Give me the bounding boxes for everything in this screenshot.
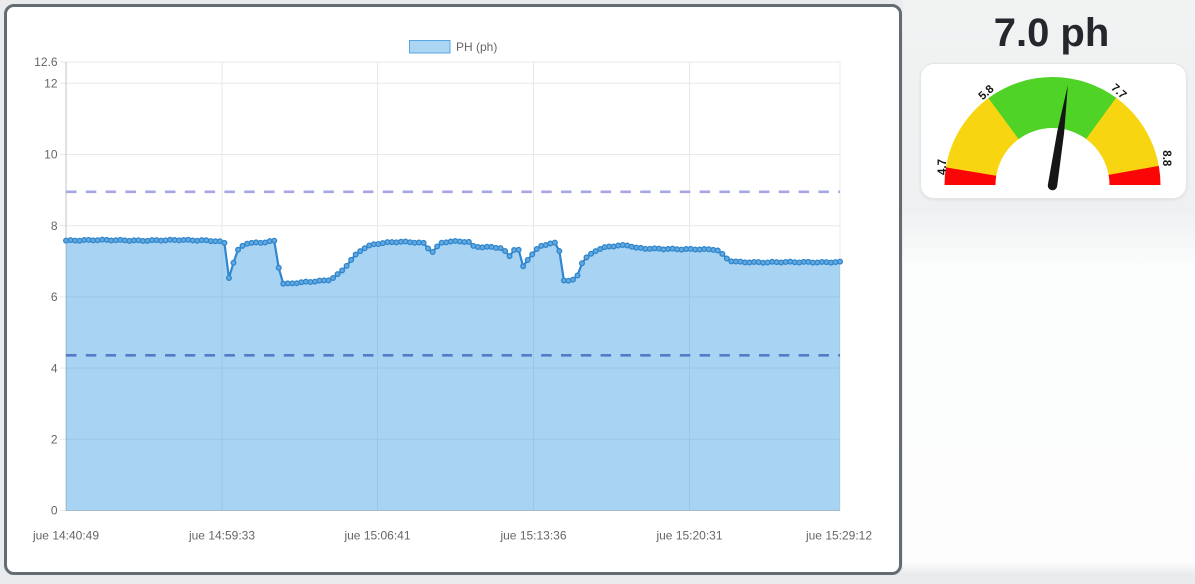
svg-text:4.7: 4.7	[937, 159, 949, 175]
svg-text:4: 4	[51, 361, 58, 375]
svg-text:jue 14:40:49: jue 14:40:49	[32, 529, 99, 543]
svg-text:2: 2	[51, 433, 58, 447]
svg-text:8: 8	[51, 219, 58, 233]
svg-text:0: 0	[51, 504, 58, 518]
svg-text:jue 14:59:33: jue 14:59:33	[188, 529, 255, 543]
svg-text:8.8: 8.8	[1160, 150, 1172, 167]
svg-text:jue 15:20:31: jue 15:20:31	[655, 529, 722, 543]
svg-text:PH (ph): PH (ph)	[456, 40, 497, 54]
svg-text:jue 15:29:12: jue 15:29:12	[805, 529, 872, 543]
svg-text:12.6: 12.6	[34, 55, 58, 69]
svg-text:jue 15:13:36: jue 15:13:36	[499, 529, 566, 543]
svg-text:6: 6	[51, 290, 58, 304]
svg-text:12: 12	[44, 77, 58, 91]
svg-text:10: 10	[44, 148, 58, 162]
svg-text:jue 15:06:41: jue 15:06:41	[343, 529, 410, 543]
svg-text:7.0 ph: 7.0 ph	[994, 11, 1110, 55]
